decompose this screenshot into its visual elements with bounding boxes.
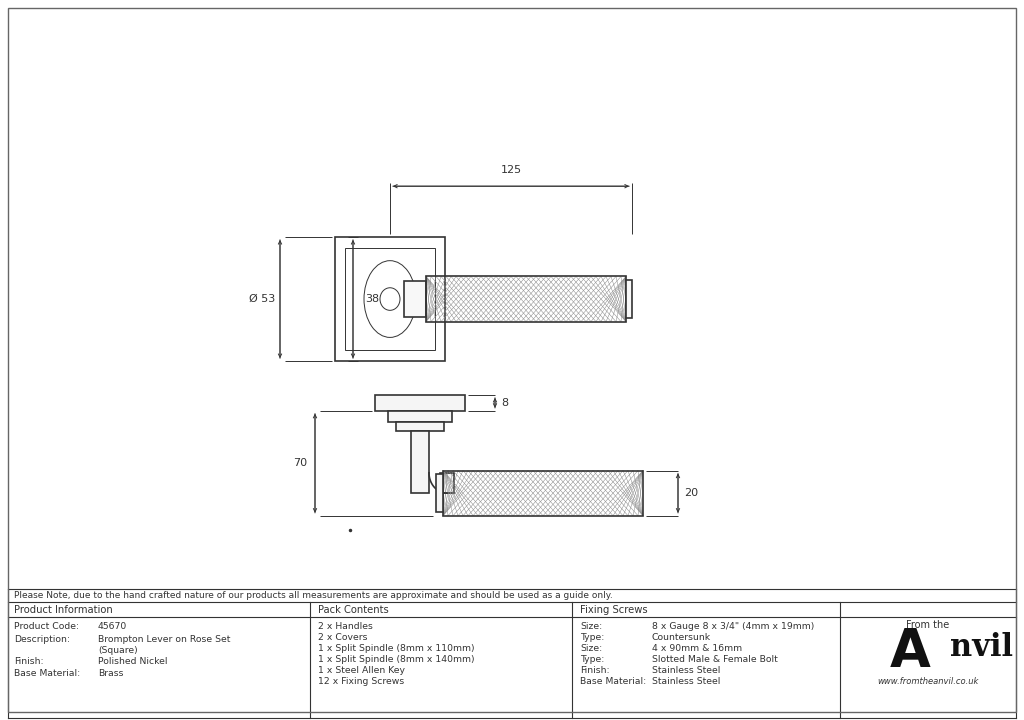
Text: Type:: Type: xyxy=(580,634,604,642)
Text: Size:: Size: xyxy=(580,622,602,631)
Text: Description:: Description: xyxy=(14,635,70,644)
Bar xyxy=(443,471,643,516)
Text: 2 x Handles: 2 x Handles xyxy=(318,622,373,631)
Bar xyxy=(404,281,426,317)
Text: A: A xyxy=(890,626,931,678)
Text: Fixing Screws: Fixing Screws xyxy=(580,605,647,615)
Bar xyxy=(335,237,445,361)
Text: Size:: Size: xyxy=(580,644,602,653)
Text: 38: 38 xyxy=(365,294,379,304)
Bar xyxy=(396,422,444,431)
Text: 125: 125 xyxy=(501,165,521,175)
Text: Finish:: Finish: xyxy=(14,657,44,667)
Text: Product Information: Product Information xyxy=(14,605,113,615)
Text: Finish:: Finish: xyxy=(580,667,609,675)
Text: Pack Contents: Pack Contents xyxy=(318,605,389,615)
Bar xyxy=(388,410,452,422)
Text: nvil: nvil xyxy=(950,632,1013,663)
Bar xyxy=(411,431,429,493)
Text: 2 x Covers: 2 x Covers xyxy=(318,634,368,642)
Text: 1 x Steel Allen Key: 1 x Steel Allen Key xyxy=(318,667,406,675)
Text: From the: From the xyxy=(906,620,949,630)
Text: Stainless Steel: Stainless Steel xyxy=(652,667,720,675)
Bar xyxy=(626,280,632,318)
Text: Countersunk: Countersunk xyxy=(652,634,711,642)
Text: 1 x Split Spindle (8mm x 140mm): 1 x Split Spindle (8mm x 140mm) xyxy=(318,655,474,665)
Text: Brompton Lever on Rose Set: Brompton Lever on Rose Set xyxy=(98,635,230,644)
Text: Product Code:: Product Code: xyxy=(14,622,79,631)
Text: (Square): (Square) xyxy=(98,647,137,655)
Text: 12 x Fixing Screws: 12 x Fixing Screws xyxy=(318,678,404,686)
Bar xyxy=(440,473,454,493)
Text: www.fromtheanvil.co.uk: www.fromtheanvil.co.uk xyxy=(878,678,979,686)
Text: 45670: 45670 xyxy=(98,622,127,631)
Text: Ø 53: Ø 53 xyxy=(249,294,275,304)
Text: Base Material:: Base Material: xyxy=(14,670,80,678)
Text: Type:: Type: xyxy=(580,655,604,665)
Text: Base Material:: Base Material: xyxy=(580,678,646,686)
Text: 8 x Gauge 8 x 3/4" (4mm x 19mm): 8 x Gauge 8 x 3/4" (4mm x 19mm) xyxy=(652,622,814,631)
Bar xyxy=(375,395,465,410)
Text: Brass: Brass xyxy=(98,670,124,678)
Bar xyxy=(436,474,443,513)
Text: 70: 70 xyxy=(293,458,307,468)
Bar xyxy=(426,276,626,322)
Text: 1 x Split Spindle (8mm x 110mm): 1 x Split Spindle (8mm x 110mm) xyxy=(318,644,474,653)
Text: Please Note, due to the hand crafted nature of our products all measurements are: Please Note, due to the hand crafted nat… xyxy=(14,591,612,600)
Text: Polished Nickel: Polished Nickel xyxy=(98,657,168,667)
Text: 20: 20 xyxy=(684,488,698,498)
Text: 4 x 90mm & 16mm: 4 x 90mm & 16mm xyxy=(652,644,742,653)
Bar xyxy=(345,248,435,350)
Text: Slotted Male & Female Bolt: Slotted Male & Female Bolt xyxy=(652,655,778,665)
Text: Stainless Steel: Stainless Steel xyxy=(652,678,720,686)
Text: 8: 8 xyxy=(501,398,508,408)
